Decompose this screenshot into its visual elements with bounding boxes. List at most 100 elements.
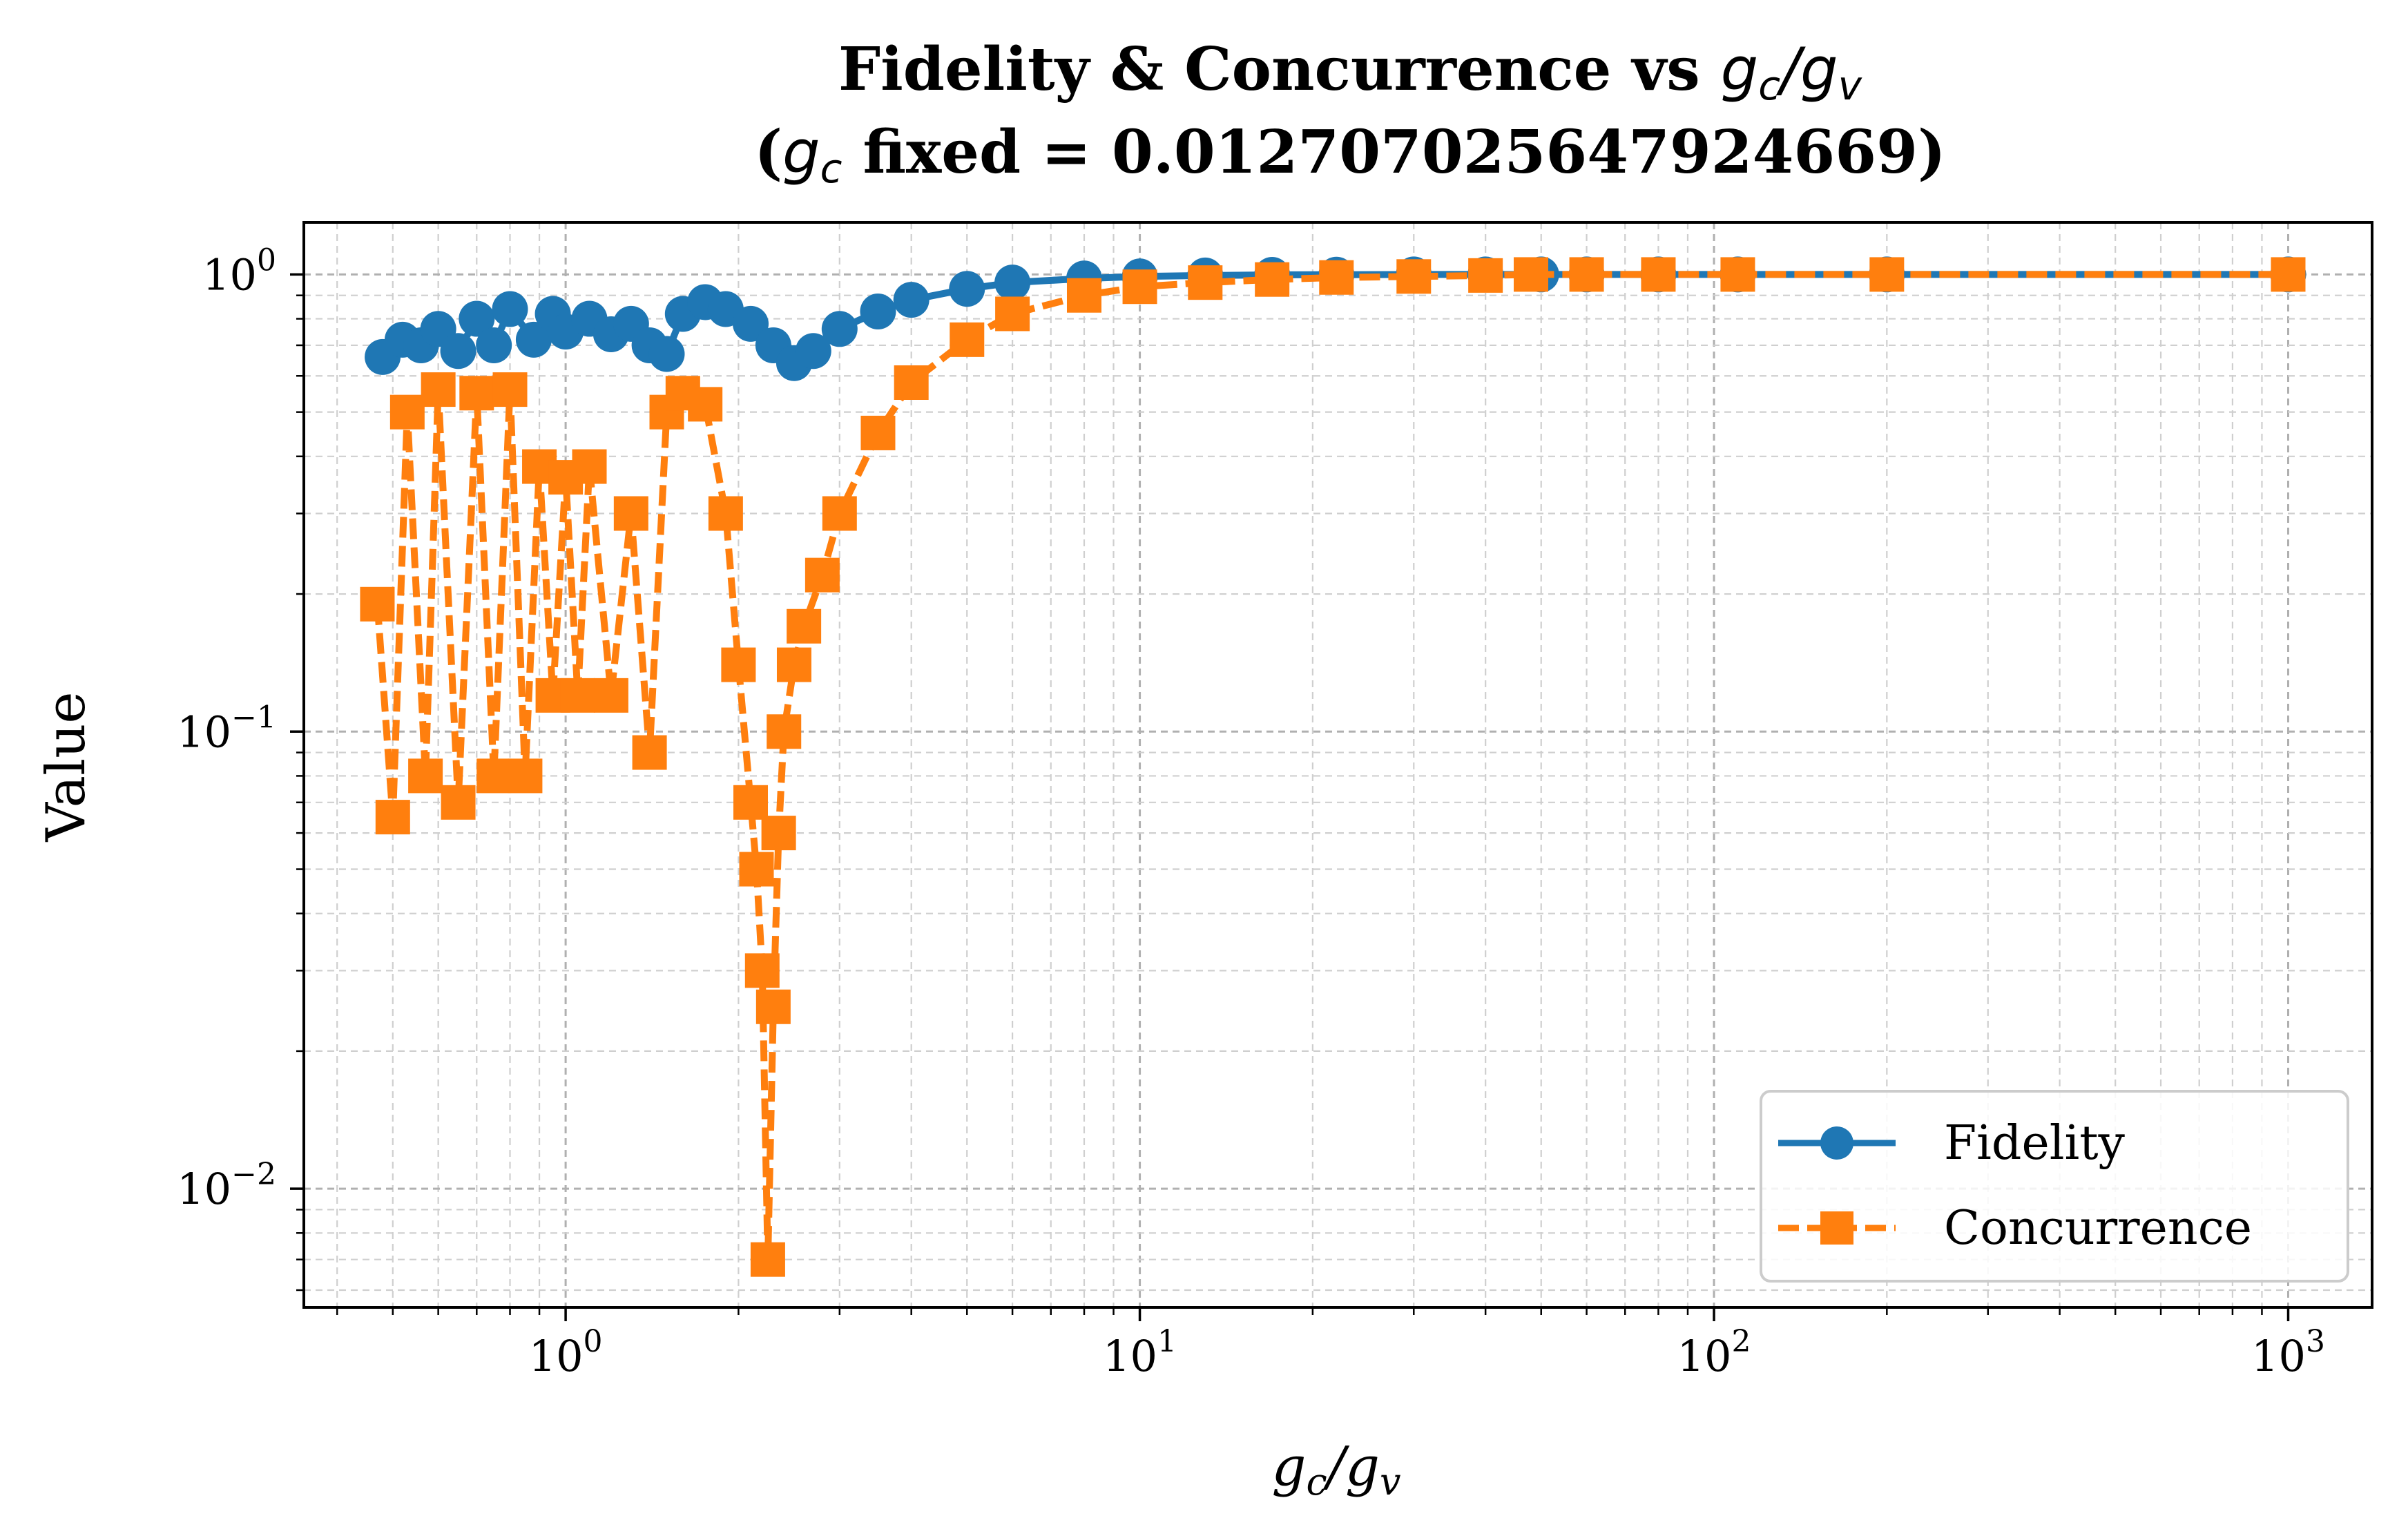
x-tick-label: 101 — [1103, 1324, 1177, 1381]
x-tick-label: 102 — [1677, 1324, 1751, 1381]
data-point-concurrence — [389, 394, 425, 430]
x-tick-label-base: 10 — [529, 1331, 584, 1381]
data-point-fidelity — [492, 291, 528, 327]
data-point-concurrence — [459, 376, 494, 411]
chart-title-line2: (gc fixed = 0.012707025647924669) — [754, 117, 1945, 192]
data-point-fidelity — [733, 305, 769, 342]
y-axis-label: Value — [35, 691, 97, 842]
legend: Fidelity Concurrence — [1760, 1090, 2349, 1283]
data-point-concurrence — [787, 608, 822, 644]
title-math-slash: /g — [1775, 35, 1838, 104]
data-point-concurrence — [950, 322, 985, 357]
data-point-concurrence — [733, 785, 769, 820]
data-point-concurrence — [572, 449, 607, 484]
data-point-fidelity — [459, 300, 495, 337]
data-point-concurrence — [744, 953, 780, 988]
data-point-concurrence — [593, 678, 628, 713]
xlabel-sub-v: v — [1380, 1460, 1401, 1504]
x-tick-label-exp: 3 — [2306, 1324, 2325, 1359]
data-point-concurrence — [1066, 278, 1101, 313]
data-point-fidelity — [440, 333, 476, 369]
x-tick-label-exp: 2 — [1731, 1324, 1751, 1359]
data-point-concurrence — [1396, 259, 1432, 294]
data-point-concurrence — [2271, 257, 2306, 292]
title-line2-suffix: fixed = 0.012707025647924669) — [842, 117, 1946, 187]
title-math-sub-v: v — [1838, 62, 1863, 109]
data-point-concurrence — [688, 387, 723, 422]
y-tick-label-base: 10 — [177, 707, 231, 757]
chart-title-text: Fidelity & Concurrence vs — [838, 35, 1721, 104]
title-math-gc: g — [1721, 35, 1759, 104]
data-point-concurrence — [1720, 257, 1755, 292]
data-point-fidelity — [648, 336, 685, 372]
data-point-concurrence — [375, 800, 410, 835]
legend-fidelity-label: Fidelity — [1944, 1116, 2126, 1171]
chart-title-line1: Fidelity & Concurrence vs gc/gv — [838, 35, 1863, 109]
data-point-concurrence — [441, 785, 476, 820]
data-point-concurrence — [492, 372, 528, 407]
legend-box — [1760, 1090, 2349, 1283]
data-point-concurrence — [721, 647, 756, 682]
data-point-concurrence — [632, 735, 667, 770]
data-point-concurrence — [1255, 262, 1290, 297]
data-point-concurrence — [761, 816, 796, 851]
y-tick-label: 10−2 — [177, 1157, 276, 1214]
x-tick-label: 100 — [529, 1324, 603, 1381]
y-tick-label-exp: −2 — [231, 1157, 276, 1192]
data-point-concurrence — [360, 586, 395, 622]
x-tick-label: 103 — [2251, 1324, 2325, 1381]
data-point-fidelity — [949, 271, 985, 307]
x-axis-label: gc/gv — [1272, 1436, 1401, 1504]
y-tick-label-exp: −1 — [231, 700, 276, 735]
data-point-concurrence — [767, 714, 802, 749]
title-math-sub-c: c — [1758, 62, 1780, 109]
x-tick-label-exp: 1 — [1157, 1324, 1177, 1359]
y-tick-label-exp: 0 — [257, 242, 276, 278]
data-point-fidelity — [994, 265, 1031, 301]
x-tick-label-base: 10 — [1677, 1331, 1732, 1381]
data-point-concurrence — [508, 758, 543, 794]
data-point-fidelity — [893, 282, 930, 318]
data-point-concurrence — [739, 852, 774, 887]
legend-concurrence-label: Concurrence — [1944, 1201, 2252, 1256]
y-tick-label: 10−1 — [177, 700, 276, 757]
data-point-concurrence — [1188, 265, 1223, 300]
y-tick-label-base: 10 — [177, 1164, 231, 1214]
data-point-concurrence — [1122, 269, 1157, 305]
data-point-concurrence — [708, 496, 743, 531]
data-point-concurrence — [995, 296, 1030, 332]
data-point-concurrence — [755, 989, 791, 1024]
y-tick-label-base: 10 — [202, 249, 257, 300]
data-point-concurrence — [1513, 257, 1548, 292]
title-line2-prefix: ( — [754, 117, 782, 187]
data-point-concurrence — [776, 647, 811, 682]
x-tick-label-exp: 0 — [584, 1324, 603, 1359]
title-line2-math-g: g — [782, 118, 820, 187]
data-point-concurrence — [860, 415, 896, 450]
title-line2-math-sub-c: c — [820, 145, 842, 192]
data-point-fidelity — [860, 293, 896, 329]
data-point-concurrence — [476, 758, 512, 794]
legend-concurrence-marker — [1820, 1211, 1853, 1245]
data-point-concurrence — [894, 365, 929, 400]
data-point-fidelity — [795, 333, 831, 369]
data-point-concurrence — [1869, 257, 1905, 292]
data-point-concurrence — [1468, 258, 1503, 293]
data-point-fidelity — [821, 311, 858, 347]
data-point-concurrence — [408, 758, 443, 794]
y-tick-label: 100 — [202, 242, 276, 300]
series-layer — [360, 256, 2306, 1277]
data-point-concurrence — [421, 372, 456, 407]
data-point-concurrence — [560, 678, 595, 713]
data-point-concurrence — [805, 557, 840, 593]
x-tick-label-base: 10 — [2251, 1331, 2306, 1381]
xlabel-sub-c: c — [1306, 1460, 1327, 1504]
x-tick-label-base: 10 — [1103, 1331, 1157, 1381]
data-point-concurrence — [613, 496, 648, 531]
data-point-concurrence — [750, 1242, 785, 1277]
data-point-fidelity — [476, 327, 512, 363]
